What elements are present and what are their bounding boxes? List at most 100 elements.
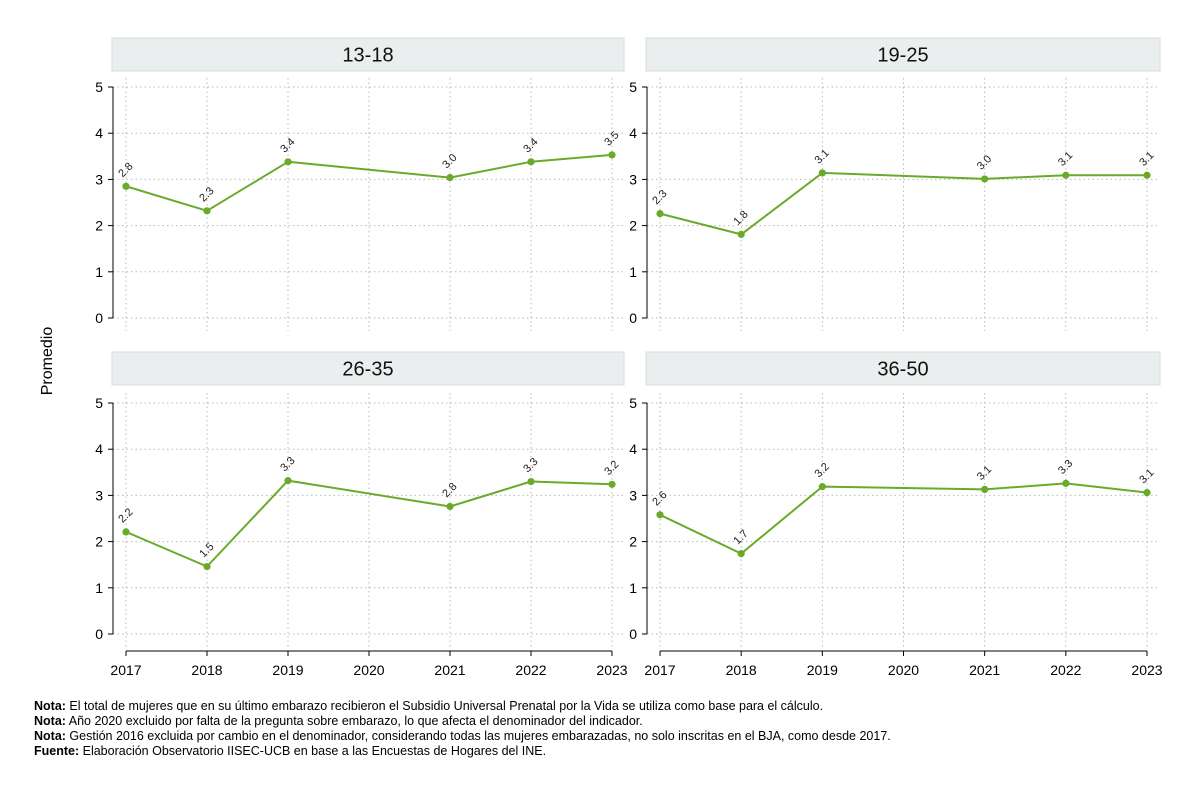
y-tick-label: 4 <box>95 441 103 457</box>
x-tick-label: 2017 <box>110 662 141 678</box>
data-point <box>981 175 989 183</box>
x-tick-label: 2022 <box>515 662 546 678</box>
y-tick-label: 0 <box>629 310 637 326</box>
data-point <box>122 528 130 536</box>
data-point <box>446 173 454 182</box>
panel-strip <box>645 351 1161 386</box>
data-label: 3.4 <box>521 136 540 155</box>
data-point <box>818 483 826 491</box>
y-tick-label: 0 <box>95 310 103 326</box>
data-point <box>1062 479 1070 487</box>
y-tick-label: 2 <box>629 534 637 550</box>
note-text: Gestión 2016 excluida por cambio en el d… <box>65 729 891 743</box>
y-tick-label: 5 <box>629 79 637 95</box>
data-label: 1.5 <box>197 541 216 560</box>
y-tick-label: 1 <box>95 264 103 280</box>
panel-title: 19-25 <box>877 45 928 67</box>
y-tick-label: 4 <box>629 125 637 141</box>
data-label: 3.2 <box>602 459 621 478</box>
data-point <box>608 480 616 488</box>
y-tick-label: 5 <box>629 395 637 411</box>
data-label: 2.8 <box>440 481 459 500</box>
series-line <box>125 153 613 212</box>
note-line-3: Nota: Gestión 2016 excluida por cambio e… <box>34 729 1184 744</box>
note-label: Nota: <box>34 699 66 713</box>
data-label: 3.3 <box>521 456 540 475</box>
panel-strip <box>645 37 1161 72</box>
data-point <box>737 230 745 238</box>
data-point <box>737 550 745 558</box>
y-tick-label: 2 <box>95 218 103 234</box>
data-label: 3.1 <box>1137 467 1156 486</box>
data-label: 3.0 <box>440 152 459 171</box>
panel-19-25: 19-25 0 1 2 3 4 5 2.3 1.8 3.1 3.0 3.1 3.1 <box>629 37 1161 331</box>
note-label: Nota: <box>34 729 66 743</box>
data-point <box>981 485 989 493</box>
data-label: 3.1 <box>813 147 832 166</box>
y-tick-label: 3 <box>629 171 637 187</box>
panel-strip <box>111 37 625 72</box>
chart-notes: Nota: El total de mujeres que en su últi… <box>34 699 1184 759</box>
faceted-line-chart: 13-18 0 1 2 3 4 5 2.8 2.3 3.4 3.0 3.4 3.5 19-25 0 1 2 3 4 5… <box>39 37 1163 678</box>
data-point <box>203 207 211 215</box>
data-label: 3.1 <box>1137 149 1156 168</box>
x-tick-label: 2021 <box>969 662 1000 678</box>
y-tick-label: 2 <box>629 218 637 234</box>
x-tick-label: 2018 <box>191 662 222 678</box>
data-label: 3.3 <box>278 455 297 474</box>
data-label: 3.5 <box>602 129 621 148</box>
y-tick-label: 4 <box>95 125 103 141</box>
x-tick-label: 2017 <box>644 662 675 678</box>
panel-36-50: 36-50 0 1 2 3 4 5 2017 2018 2019 2020 2021 2022 2023 2… <box>629 351 1163 678</box>
y-tick-label: 3 <box>95 171 103 187</box>
panel-strip <box>111 351 625 386</box>
panel-title: 26-35 <box>342 359 393 381</box>
data-point <box>446 502 454 511</box>
data-label: 1.7 <box>731 528 750 547</box>
data-point <box>656 511 664 519</box>
note-line-1: Nota: El total de mujeres que en su últi… <box>34 699 1184 714</box>
source-label: Fuente: <box>34 744 80 758</box>
data-point <box>1143 489 1151 497</box>
y-tick-label: 5 <box>95 79 103 95</box>
data-point <box>122 182 130 190</box>
y-tick-label: 3 <box>629 487 637 503</box>
data-label: 2.8 <box>116 161 135 180</box>
data-point <box>1143 171 1151 179</box>
x-tick-label: 2019 <box>272 662 303 678</box>
y-tick-label: 1 <box>629 580 637 596</box>
note-text: El total de mujeres que en su último emb… <box>65 699 824 713</box>
panel-13-18: 13-18 0 1 2 3 4 5 2.8 2.3 3.4 3.0 3.4 3.5 <box>95 37 625 331</box>
series-line <box>659 171 1147 236</box>
data-point <box>608 151 616 159</box>
data-label: 2.2 <box>116 506 135 525</box>
x-tick-label: 2023 <box>596 662 627 678</box>
data-label: 3.1 <box>975 464 994 483</box>
panel-title: 13-18 <box>342 45 393 67</box>
x-tick-label: 2021 <box>434 662 465 678</box>
note-line-2: Nota: Año 2020 excluido por falta de la … <box>34 714 1184 729</box>
source-text: Elaboración Observatorio IISEC-UCB en ba… <box>79 744 547 758</box>
y-tick-label: 1 <box>629 264 637 280</box>
series-line <box>125 479 613 568</box>
data-label: 1.8 <box>731 209 750 228</box>
y-axis-title: Promedio <box>39 327 56 396</box>
y-tick-label: 3 <box>95 487 103 503</box>
x-tick-label: 2020 <box>353 662 384 678</box>
note-label: Nota: <box>34 714 66 728</box>
data-point <box>527 158 535 166</box>
y-tick-label: 0 <box>629 626 637 642</box>
series-line <box>659 482 1148 555</box>
data-label: 3.0 <box>975 153 994 172</box>
y-tick-label: 5 <box>95 395 103 411</box>
data-point <box>284 477 292 485</box>
y-tick-label: 0 <box>95 626 103 642</box>
x-tick-label: 2018 <box>726 662 757 678</box>
y-tick-label: 2 <box>95 534 103 550</box>
x-tick-label: 2019 <box>807 662 838 678</box>
x-tick-label: 2023 <box>1131 662 1162 678</box>
data-point <box>656 209 664 218</box>
data-point <box>284 158 292 166</box>
data-label: 3.1 <box>1056 149 1075 168</box>
panel-title: 36-50 <box>877 359 928 381</box>
